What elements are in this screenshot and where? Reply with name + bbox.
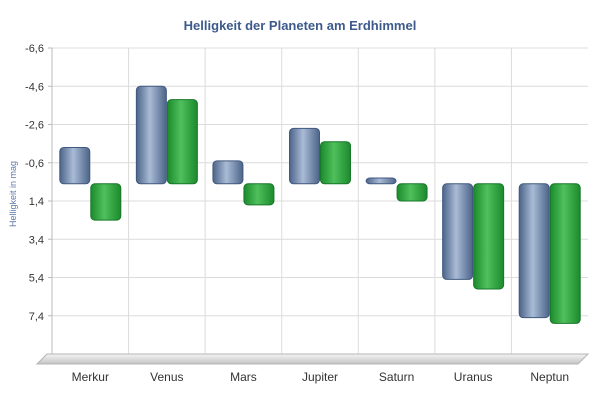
- bar-jupiter-series-2: [320, 141, 351, 185]
- y-tick-label: 1,4: [29, 196, 44, 208]
- y-tick-label: -2,6: [25, 120, 44, 132]
- y-tick-label: 3,4: [29, 234, 44, 246]
- y-tick-label: 7,4: [29, 311, 44, 323]
- bar-merkur-series-2: [90, 183, 122, 221]
- bar-merkur-series-1: [59, 146, 91, 185]
- y-axis: -6,6 -4,6 -2,6 -0,6 1,4 3,4 5,4 7,4: [25, 43, 53, 354]
- x-axis: Merkur Venus Mars Jupiter Saturn Uranus Neptun: [72, 370, 569, 384]
- x-tick-label: Mars: [230, 370, 257, 384]
- x-tick-label: Neptun: [530, 370, 569, 384]
- bar-uranus-series-2: [473, 183, 505, 290]
- bar-neptun-series-1: [518, 183, 550, 319]
- bar-neptun-series-2: [549, 183, 581, 324]
- y-axis-title: Helligkeit in mag: [8, 161, 18, 227]
- bar-saturn-series-2: [396, 183, 428, 202]
- bars: [59, 85, 581, 324]
- x-tick-label: Venus: [150, 370, 183, 384]
- y-tick-label: -0,6: [25, 158, 44, 170]
- bar-saturn-series-1: [365, 177, 397, 185]
- y-tick-label: -4,6: [25, 81, 44, 93]
- chart-title: Helligkeit der Planeten am Erdhimmel: [183, 18, 417, 33]
- bar-uranus-series-1: [442, 183, 474, 280]
- grid: [52, 47, 588, 354]
- x-tick-label: Jupiter: [302, 370, 338, 384]
- x-tick-label: Uranus: [454, 370, 493, 384]
- bar-venus-series-2: [166, 99, 198, 185]
- chart-floor: [35, 353, 590, 365]
- bar-mars-series-2: [243, 183, 275, 206]
- x-tick-label: Merkur: [72, 370, 109, 384]
- bar-mars-series-1: [212, 160, 244, 185]
- bar-venus-series-1: [135, 85, 167, 185]
- y-tick-label: -6,6: [25, 43, 44, 55]
- bar-jupiter-series-1: [289, 127, 320, 185]
- y-tick-label: 5,4: [29, 273, 44, 285]
- x-tick-label: Saturn: [379, 370, 414, 384]
